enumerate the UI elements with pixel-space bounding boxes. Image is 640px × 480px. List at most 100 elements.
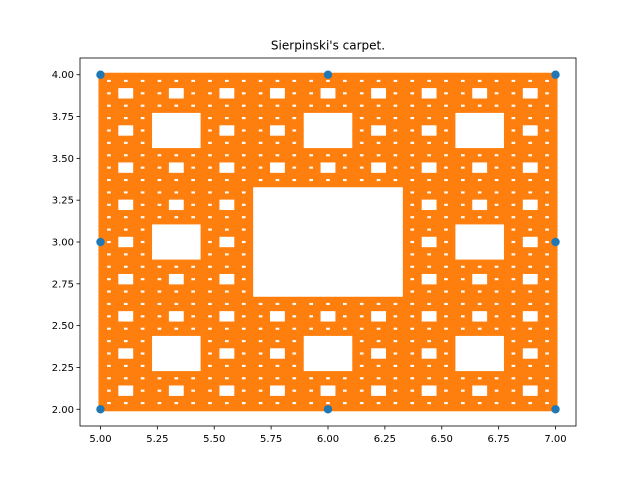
carpet-hole [444, 377, 448, 380]
carpet-hole [123, 154, 128, 157]
carpet-hole [191, 166, 195, 169]
carpet-hole [528, 290, 533, 293]
carpet-hole [241, 191, 246, 194]
carpet-hole [174, 191, 179, 194]
carpet-hole [241, 377, 246, 380]
carpet-hole [545, 402, 549, 405]
carpet-hole [393, 92, 398, 95]
carpet-hole [528, 104, 533, 107]
carpet-hole [461, 216, 465, 219]
carpet-hole [376, 340, 381, 343]
carpet-hole [461, 402, 465, 405]
carpet-hole [107, 327, 111, 330]
carpet-hole [292, 104, 297, 107]
carpet-hole [270, 162, 285, 173]
carpet-hole [258, 92, 263, 95]
carpet-hole [410, 117, 415, 120]
carpet-hole [253, 187, 403, 297]
carpet-hole [410, 228, 415, 231]
carpet-hole [528, 216, 533, 219]
carpet-hole [191, 104, 195, 107]
carpet-hole [140, 92, 145, 95]
carpet-hole [225, 327, 229, 330]
carpet-hole [410, 240, 415, 244]
carpet-hole [472, 385, 488, 396]
carpet-hole [477, 216, 482, 219]
carpet-hole [461, 178, 465, 182]
carpet-hole [258, 117, 263, 120]
vertex-point [551, 405, 560, 414]
carpet-hole [326, 154, 330, 157]
carpet-hole [309, 166, 313, 169]
carpet-hole [421, 162, 437, 173]
carpet-hole [371, 125, 386, 136]
carpet-hole [118, 348, 134, 359]
carpet-hole [107, 178, 111, 182]
carpet-hole [511, 327, 516, 330]
carpet-hole [461, 265, 465, 268]
carpet-hole [494, 402, 499, 405]
carpet-hole [174, 178, 179, 182]
carpet-hole [461, 166, 465, 169]
carpet-hole [140, 117, 145, 120]
vertex-point [323, 405, 333, 414]
x-tick-label: 6.50 [431, 434, 453, 445]
carpet-hole [208, 228, 212, 231]
carpet-hole [219, 88, 235, 99]
carpet-hole [157, 104, 162, 107]
carpet-hole [118, 311, 134, 322]
carpet-hole [511, 104, 516, 107]
carpet-hole [326, 104, 330, 107]
carpet-hole [511, 216, 516, 219]
carpet-hole [107, 389, 111, 392]
carpet-hole [107, 141, 111, 144]
y-tick-label: 2.00 [52, 405, 74, 416]
carpet-hole [107, 278, 111, 281]
carpet-hole [410, 364, 415, 367]
carpet-hole [107, 302, 111, 306]
carpet-hole [359, 129, 364, 132]
carpet-hole [168, 162, 184, 173]
carpet-hole [123, 290, 128, 293]
carpet-hole [410, 340, 415, 343]
y-tick-label: 2.25 [52, 363, 74, 374]
carpet-hole [427, 265, 431, 268]
carpet-hole [140, 154, 145, 157]
carpet-hole [511, 389, 516, 392]
carpet-hole [427, 154, 431, 157]
carpet-hole [393, 352, 398, 355]
carpet-hole [528, 377, 533, 380]
carpet-hole [219, 236, 235, 248]
carpet-hole [219, 385, 235, 396]
carpet-hole [359, 327, 364, 330]
carpet-hole [123, 228, 128, 231]
carpet-hole [208, 352, 212, 355]
carpet-hole [191, 265, 195, 268]
carpet-hole [371, 311, 386, 322]
carpet-hole [107, 402, 111, 405]
carpet-hole [140, 377, 145, 380]
carpet-hole [123, 327, 128, 330]
carpet-hole [528, 117, 533, 120]
carpet-hole [410, 129, 415, 132]
carpet-hole [444, 166, 448, 169]
carpet-hole [528, 79, 533, 82]
carpet-hole [275, 104, 280, 107]
carpet-hole [168, 385, 184, 396]
carpet-hole [326, 302, 330, 306]
carpet-hole [241, 352, 246, 355]
carpet-hole [258, 104, 263, 107]
carpet-hole [275, 364, 280, 367]
carpet-hole [258, 315, 263, 318]
carpet-hole [461, 389, 465, 392]
carpet-hole [461, 302, 465, 306]
carpet-hole [371, 385, 386, 396]
carpet-hole [528, 191, 533, 194]
carpet-hole [174, 216, 179, 219]
carpet-hole [309, 154, 313, 157]
carpet-hole [410, 79, 415, 82]
carpet-hole [410, 327, 415, 330]
carpet-hole [225, 265, 229, 268]
carpet-hole [545, 253, 549, 256]
carpet-hole [258, 327, 263, 330]
